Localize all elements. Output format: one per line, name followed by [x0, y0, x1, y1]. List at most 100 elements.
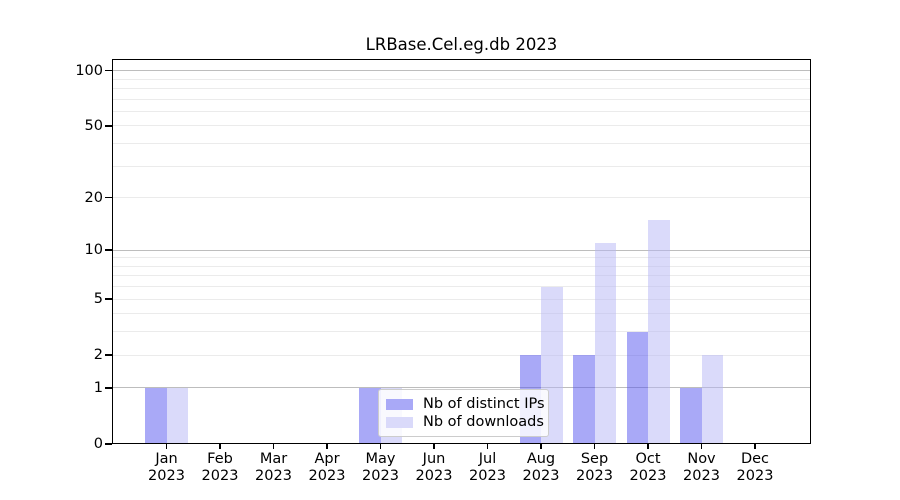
- x-tick-year: 2023: [362, 468, 399, 484]
- bar-nb-of-distinct-ips-oct-2023: [626, 331, 648, 444]
- gridline-major: [112, 70, 811, 72]
- x-tick-month: Apr: [314, 451, 340, 467]
- bar-nb-of-downloads-nov-2023: [701, 355, 723, 444]
- x-tick-label-nov-2023: Nov 2023: [662, 451, 742, 485]
- x-tick-label-apr-2023: Apr 2023: [287, 451, 367, 485]
- bar-nb-of-distinct-ips-nov-2023: [680, 387, 702, 444]
- x-tick-year: 2023: [469, 468, 506, 484]
- gridline-minor: [112, 275, 811, 277]
- y-tick-mark: [105, 387, 112, 389]
- gridline-minor: [112, 354, 811, 356]
- x-tick-mark: [647, 444, 649, 449]
- x-tick-label-sep-2023: Sep 2023: [555, 451, 635, 485]
- gridline-minor: [112, 87, 811, 89]
- gridline-minor: [112, 197, 811, 199]
- y-tick-label: 1: [93, 379, 103, 396]
- gridline-minor: [112, 110, 811, 112]
- x-tick-year: 2023: [148, 468, 185, 484]
- legend-swatch-nb-of-distinct-ips: [386, 398, 413, 410]
- x-tick-label-jan-2023: Jan 2023: [127, 451, 207, 485]
- gridline-minor: [112, 298, 811, 300]
- gridline-minor: [112, 143, 811, 145]
- x-tick-year: 2023: [255, 468, 292, 484]
- x-tick-month: Feb: [207, 451, 233, 467]
- bar-nb-of-distinct-ips-jan-2023: [145, 387, 167, 444]
- gridline-major: [112, 249, 811, 251]
- x-tick-year: 2023: [522, 468, 560, 484]
- x-tick-mark: [754, 444, 756, 449]
- y-tick-mark: [105, 298, 112, 300]
- x-tick-mark: [165, 444, 168, 449]
- bar-nb-of-downloads-oct-2023: [648, 219, 670, 444]
- x-tick-mark: [593, 444, 596, 449]
- y-tick-mark: [105, 249, 112, 251]
- legend-item-nb-of-distinct-ips: Nb of distinct IPs: [386, 396, 545, 412]
- bar-nb-of-downloads-jan-2023: [166, 387, 188, 444]
- chart-title: LRBase.Cel.eg.db 2023: [365, 35, 558, 54]
- bar-nb-of-distinct-ips-may-2023: [359, 387, 381, 444]
- x-tick-year: 2023: [415, 468, 453, 484]
- gridline-minor: [112, 265, 811, 267]
- x-tick-label-jun-2023: Jun 2023: [394, 451, 474, 485]
- x-tick-month: Jul: [478, 451, 497, 467]
- x-tick-mark: [700, 444, 703, 449]
- x-tick-label-may-2023: May 2023: [341, 451, 421, 485]
- gridline-minor: [112, 286, 811, 288]
- x-tick-month: Jan: [155, 451, 178, 467]
- x-tick-mark: [540, 444, 542, 449]
- x-tick-month: Dec: [740, 451, 770, 467]
- x-tick-month: Nov: [687, 451, 716, 467]
- gridline-minor: [112, 313, 811, 315]
- x-tick-mark: [486, 444, 489, 449]
- y-tick-label: 0: [93, 436, 103, 452]
- x-tick-year: 2023: [201, 468, 239, 484]
- x-tick-label-jul-2023: Jul 2023: [448, 451, 528, 485]
- x-tick-month: Jun: [422, 451, 446, 467]
- y-tick-label: 5: [93, 291, 103, 308]
- gridline-minor: [112, 125, 811, 127]
- x-tick-year: 2023: [308, 468, 346, 484]
- legend-item-nb-of-downloads: Nb of downloads: [386, 414, 544, 430]
- y-tick-label: 20: [84, 189, 103, 206]
- gridline-minor: [112, 98, 811, 100]
- plot-area: [112, 59, 811, 444]
- x-tick-mark: [433, 444, 435, 449]
- x-tick-month: Oct: [635, 451, 661, 467]
- gridline-minor: [112, 78, 811, 80]
- x-tick-label-aug-2023: Aug 2023: [501, 451, 581, 485]
- x-tick-month: Mar: [259, 451, 288, 467]
- x-tick-year: 2023: [683, 468, 720, 484]
- y-tick-label: 2: [93, 347, 103, 364]
- x-tick-month: Aug: [526, 451, 556, 467]
- y-tick-mark: [105, 197, 112, 199]
- x-tick-month: May: [365, 451, 396, 467]
- x-tick-year: 2023: [576, 468, 613, 484]
- x-tick-mark: [219, 444, 221, 449]
- legend: Nb of distinct IPs Nb of downloads: [378, 389, 549, 437]
- x-tick-year: 2023: [629, 468, 667, 484]
- y-tick-mark: [105, 354, 112, 356]
- y-tick-mark: [105, 69, 112, 72]
- x-tick-label-oct-2023: Oct 2023: [608, 451, 688, 485]
- y-tick-mark: [105, 443, 112, 445]
- bar-nb-of-distinct-ips-sep-2023: [573, 355, 595, 444]
- x-tick-year: 2023: [736, 468, 774, 484]
- x-tick-label-dec-2023: Dec 2023: [715, 451, 795, 485]
- gridline-minor: [112, 165, 811, 167]
- y-tick-mark: [105, 125, 112, 127]
- legend-swatch-nb-of-downloads: [386, 416, 413, 428]
- gridline-minor: [112, 257, 811, 259]
- y-tick-label: 50: [84, 117, 103, 134]
- gridline-minor: [112, 331, 811, 333]
- y-tick-label: 10: [84, 242, 103, 258]
- legend-label: Nb of downloads: [423, 414, 544, 430]
- x-tick-mark: [379, 444, 382, 449]
- bar-nb-of-downloads-sep-2023: [594, 242, 616, 444]
- gridline-major: [112, 387, 811, 389]
- y-tick-label: 100: [75, 62, 103, 79]
- x-tick-label-feb-2023: Feb 2023: [180, 451, 260, 485]
- legend-label: Nb of distinct IPs: [423, 396, 545, 412]
- x-tick-month: Sep: [580, 451, 609, 467]
- x-tick-label-mar-2023: Mar 2023: [234, 451, 314, 485]
